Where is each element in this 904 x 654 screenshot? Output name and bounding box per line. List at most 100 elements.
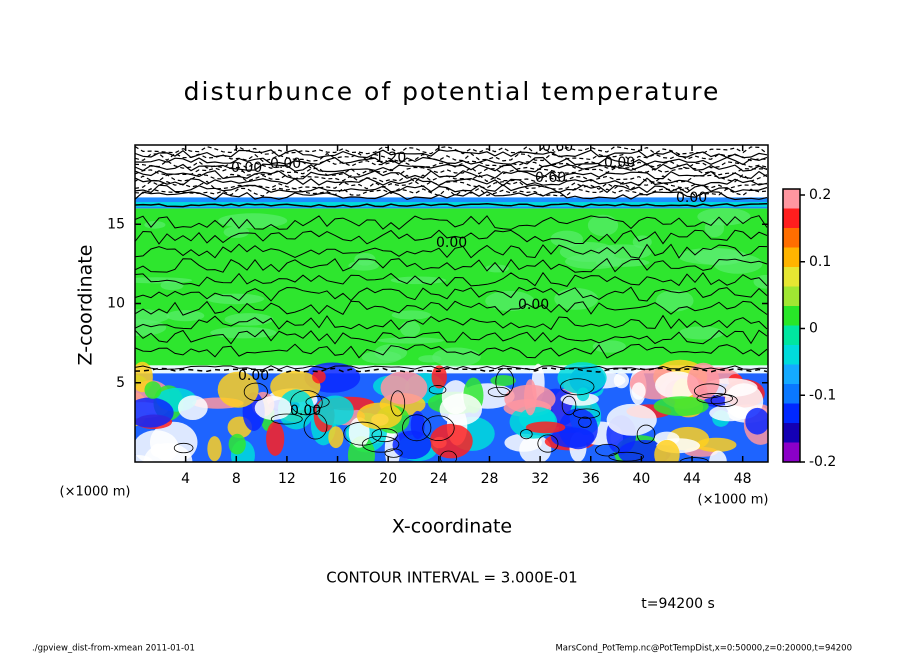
- x-tick-label: 8: [232, 471, 241, 487]
- contour-line: [135, 149, 768, 159]
- contour-loop: [384, 448, 403, 458]
- y-tick-label: 5: [116, 375, 125, 391]
- contour-label: 0.00: [676, 190, 707, 206]
- contour-line: [135, 187, 768, 197]
- colorbar-tick-label: -0.2: [809, 454, 836, 470]
- colorbar-box: [783, 208, 800, 228]
- field: 0.00 0.00 -1.20 0.60 0.60 0.00 0.00 0.00 0.00 0.0…: [135, 139, 768, 462]
- contour-line: [135, 243, 768, 259]
- field-patch: [565, 253, 622, 270]
- x-unit-label: (×1000 m): [698, 493, 769, 508]
- contour-loop: [561, 395, 577, 416]
- field-blob: [709, 404, 749, 422]
- field-patch: [704, 219, 725, 238]
- contour-line: [135, 271, 768, 287]
- field-patch: [554, 288, 599, 310]
- field-blob: [328, 426, 344, 449]
- field-patch: [206, 293, 265, 305]
- contour-loop: [290, 390, 323, 416]
- contour-line: [135, 367, 768, 373]
- field-blob: [606, 403, 657, 436]
- contour-line: [135, 215, 768, 230]
- field-patch: [587, 214, 619, 237]
- field-band: [135, 365, 768, 374]
- contour-label: 0.00: [270, 156, 301, 172]
- contour-loop: [694, 383, 727, 399]
- colorbar-tick-label: 0.1: [809, 254, 831, 270]
- contour-loop: [371, 428, 398, 443]
- colorbar-box: [783, 325, 800, 345]
- contour-line: [135, 170, 768, 180]
- x-tick-label: 32: [531, 471, 549, 487]
- contour-loop: [439, 450, 458, 462]
- contour-loop: [636, 424, 656, 444]
- x-tick-label: 20: [379, 471, 397, 487]
- field-patch: [400, 320, 421, 337]
- contour-line: [135, 183, 768, 194]
- x-tick-label: 12: [278, 471, 296, 487]
- field-patch: [713, 253, 763, 274]
- contour-loop: [422, 415, 455, 441]
- field-patch: [678, 326, 724, 340]
- contour-line: [135, 177, 768, 187]
- colorbar-box: [783, 286, 800, 306]
- contour-line: [135, 229, 768, 245]
- contour-label: 0.00: [518, 297, 549, 313]
- field-blob: [228, 433, 246, 455]
- x-tick-label: 40: [632, 471, 650, 487]
- field-patch: [144, 220, 166, 229]
- x-tick-label: 48: [734, 471, 752, 487]
- x-tick-label: 36: [582, 471, 600, 487]
- field-blob: [356, 402, 402, 430]
- field-patch: [753, 274, 768, 289]
- x-axis-label: X-coordinate: [392, 516, 512, 538]
- contour-loop: [608, 451, 645, 462]
- field-blob: [654, 439, 680, 462]
- field-blob: [524, 379, 537, 416]
- footer-left: ./gpview_dist-from-xmean 2011-01-01: [32, 644, 195, 654]
- contour-label: 0.00: [436, 235, 467, 251]
- contour-line: [135, 314, 768, 331]
- field-blob: [490, 375, 516, 387]
- contour-label: 0.00: [238, 368, 269, 384]
- contour-loop: [303, 413, 328, 440]
- field-blob: [135, 397, 174, 428]
- contour-label: 0.00: [231, 160, 262, 176]
- colorbar-box: [783, 247, 800, 267]
- contour-loop: [428, 385, 447, 395]
- field-patch: [656, 289, 694, 312]
- x-unit-label: (×1000 m): [60, 485, 131, 500]
- field-patch: [418, 355, 442, 363]
- footer-right: MarsCond_PotTemp.nc@PotTempDist,x=0:5000…: [555, 644, 852, 654]
- colorbar-box: [783, 442, 800, 462]
- field-blob: [278, 389, 315, 430]
- contour-line: [135, 300, 768, 316]
- x-tick-label: 24: [430, 471, 448, 487]
- field-band: [135, 202, 768, 207]
- field-patch: [135, 277, 193, 284]
- contour-line: [135, 163, 768, 173]
- field-patch: [485, 290, 535, 311]
- contour-line: [135, 166, 767, 176]
- contour-line: [135, 343, 768, 359]
- field-blob: [312, 370, 326, 384]
- contour-loop: [537, 434, 559, 453]
- contour-loop: [487, 386, 511, 398]
- colorbar-tick-label: 0.2: [809, 187, 831, 203]
- field-blob: [380, 371, 428, 405]
- colorbar-box: [783, 364, 800, 384]
- field-patch: [377, 337, 444, 344]
- contour-interval: CONTOUR INTERVAL = 3.000E-01: [326, 569, 577, 587]
- contour-loop: [560, 378, 595, 396]
- contour-label: 0.00: [290, 403, 321, 419]
- contour-line: [135, 329, 768, 345]
- x-tick-label: 16: [329, 471, 347, 487]
- field-blob: [431, 365, 447, 389]
- contour-loop: [572, 408, 600, 419]
- x-tick-label: 4: [181, 471, 190, 487]
- field-blob: [709, 450, 727, 462]
- contour-label: 0.60: [542, 139, 573, 155]
- y-axis-label: Z-coordinate: [75, 245, 97, 366]
- field-blob: [653, 396, 709, 417]
- field-blob: [550, 427, 595, 448]
